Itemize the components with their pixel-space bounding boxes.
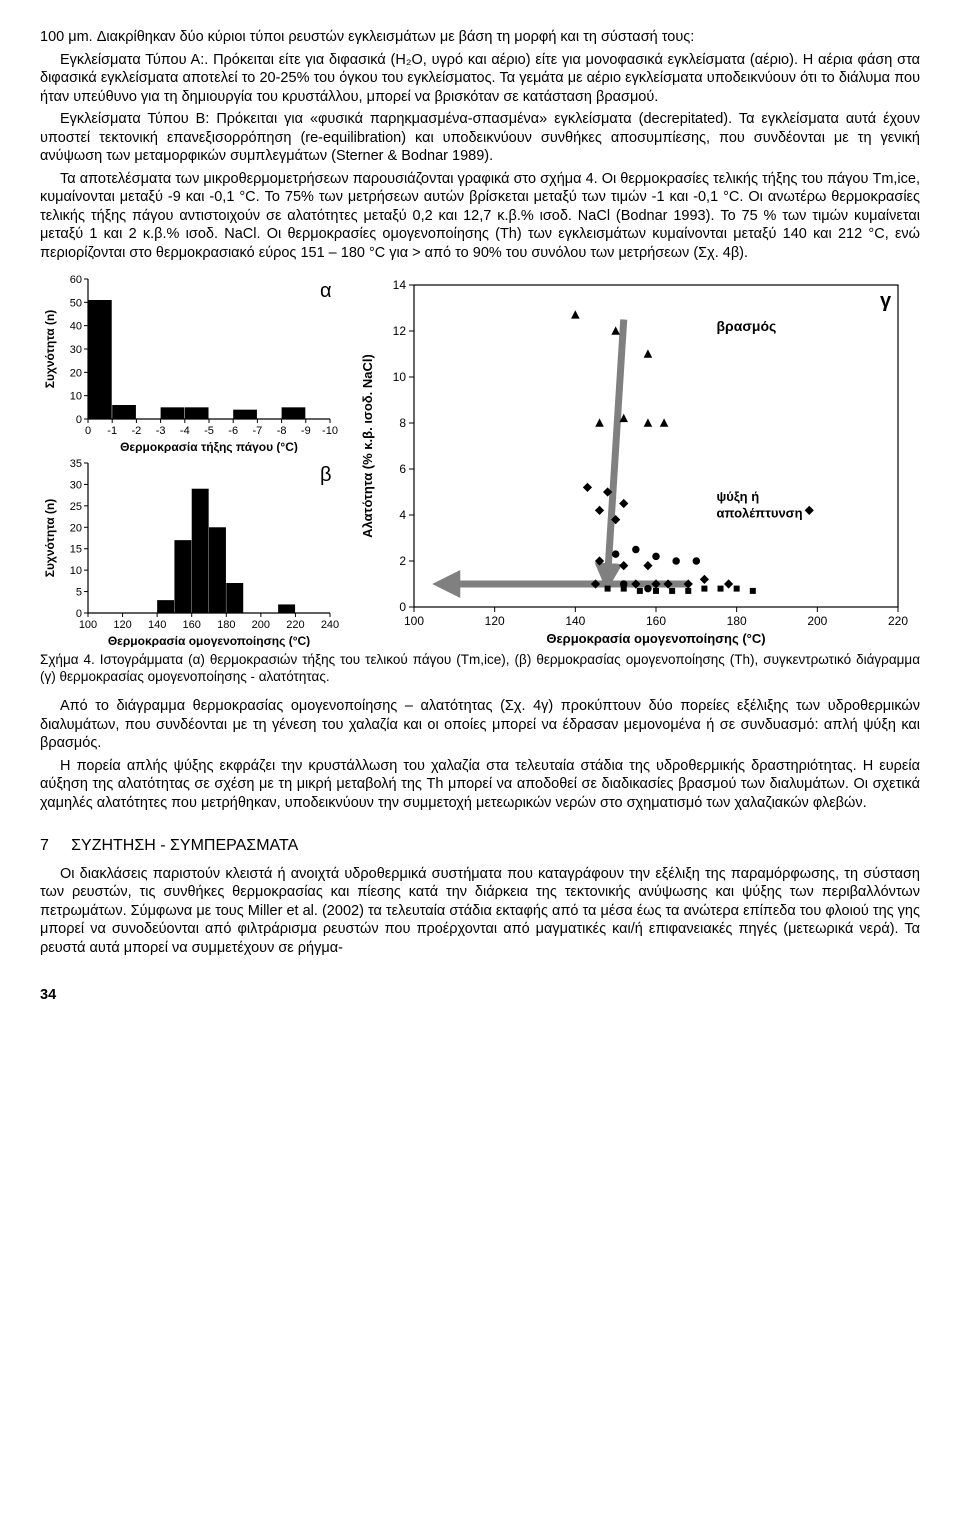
svg-text:Συχνότητα (n): Συχνότητα (n) (43, 498, 57, 577)
svg-text:100: 100 (404, 614, 424, 628)
svg-text:-6: -6 (228, 425, 238, 437)
svg-text:Συχνότητα (n): Συχνότητα (n) (43, 309, 57, 388)
svg-text:-9: -9 (301, 425, 311, 437)
page-number: 34 (40, 986, 920, 1005)
svg-text:20: 20 (70, 367, 82, 379)
svg-text:40: 40 (70, 320, 82, 332)
svg-text:140: 140 (565, 614, 585, 628)
svg-text:140: 140 (148, 619, 166, 631)
svg-text:50: 50 (70, 297, 82, 309)
body-paragraph: Η πορεία απλής ψύξης εκφράζει την κρυστά… (40, 757, 920, 813)
svg-text:30: 30 (70, 344, 82, 356)
svg-text:2: 2 (399, 554, 406, 568)
svg-text:Θερμοκρασία ομογενοποίησης (°C: Θερμοκρασία ομογενοποίησης (°C) (108, 634, 310, 647)
svg-text:10: 10 (70, 390, 82, 402)
svg-text:100: 100 (79, 619, 97, 631)
svg-text:20: 20 (70, 522, 82, 534)
svg-text:-3: -3 (156, 425, 166, 437)
body-paragraph: Οι διακλάσεις παριστούν κλειστά ή ανοιχτ… (40, 865, 920, 958)
body-paragraph: 100 μm. Διακρίθηκαν δύο κύριοι τύποι ρευ… (40, 28, 920, 47)
figure-caption: Σχήμα 4. Ιστογράμματα (α) θερμοκρασιών τ… (40, 651, 920, 686)
svg-text:Θερμοκρασία ομογενοποίησης (°C: Θερμοκρασία ομογενοποίησης (°C) (546, 631, 765, 646)
svg-text:25: 25 (70, 500, 82, 512)
panel-alpha: 0 10 20 30 40 50 60 0 -1 -2 -3 -4 -5 -6 -7 -8 -9 -10 Θερμο… (40, 273, 340, 453)
svg-text:160: 160 (646, 614, 666, 628)
svg-text:30: 30 (70, 479, 82, 491)
svg-text:15: 15 (70, 543, 82, 555)
section-heading: 7 ΣΥΖΗΤΗΣΗ - ΣΥΜΠΕΡΑΣΜΑΤΑ (40, 836, 920, 856)
svg-text:160: 160 (183, 619, 201, 631)
svg-text:220: 220 (286, 619, 304, 631)
svg-text:200: 200 (252, 619, 270, 631)
svg-text:β: β (320, 464, 332, 486)
svg-text:0: 0 (76, 414, 82, 426)
body-paragraph: Εγκλείσματα Τύπου Β: Πρόκειται για «φυσι… (40, 110, 920, 166)
svg-text:-8: -8 (277, 425, 287, 437)
svg-text:120: 120 (113, 619, 131, 631)
svg-text:200: 200 (807, 614, 827, 628)
svg-text:ψύξη ή: ψύξη ή (717, 489, 760, 504)
figure-4: 01020304050600-1-2-3-4-5-6-7-8-9-10Θερμο… (40, 273, 920, 647)
svg-text:βρασμός: βρασμός (717, 318, 777, 334)
svg-text:120: 120 (485, 614, 505, 628)
panel-beta: 05101520253035100120140160180200220240Θε… (40, 457, 340, 647)
svg-text:γ: γ (880, 290, 892, 312)
svg-text:10: 10 (393, 370, 407, 384)
svg-text:0: 0 (399, 600, 406, 614)
svg-text:Αλατότητα (% κ.β. ισοδ. NaCl): Αλατότητα (% κ.β. ισοδ. NaCl) (360, 354, 375, 538)
svg-text:180: 180 (217, 619, 235, 631)
svg-text:10: 10 (70, 565, 82, 577)
svg-text:-10: -10 (322, 425, 338, 437)
svg-text:35: 35 (70, 458, 82, 470)
body-paragraph: Από το διάγραμμα θερμοκρασίας ομογενοποί… (40, 697, 920, 753)
body-paragraph: Εγκλείσματα Τύπου Α:. Πρόκειται είτε για… (40, 51, 920, 107)
svg-text:0: 0 (85, 425, 91, 437)
svg-text:8: 8 (399, 416, 406, 430)
svg-text:-4: -4 (180, 425, 190, 437)
svg-text:60: 60 (70, 274, 82, 286)
svg-text:220: 220 (888, 614, 908, 628)
svg-text:180: 180 (727, 614, 747, 628)
svg-text:6: 6 (399, 462, 406, 476)
panel-gamma: 100 120 140 160 180 200 220 0 2 4 6 8 10 12 14 βρασμός ψ… (352, 273, 912, 647)
svg-text:-7: -7 (253, 425, 263, 437)
svg-text:5: 5 (76, 586, 82, 598)
svg-text:4: 4 (399, 508, 406, 522)
svg-text:12: 12 (393, 324, 407, 338)
svg-text:απολέπτυνση: απολέπτυνση (717, 505, 803, 520)
svg-text:14: 14 (393, 278, 407, 292)
svg-text:-2: -2 (132, 425, 142, 437)
svg-text:-5: -5 (204, 425, 214, 437)
svg-text:α: α (320, 280, 332, 302)
section-number: 7 (40, 837, 49, 854)
svg-text:Θερμοκρασία τήξης πάγου (°C): Θερμοκρασία τήξης πάγου (°C) (120, 440, 298, 453)
svg-text:240: 240 (321, 619, 339, 631)
body-paragraph: Τα αποτελέσματα των μικροθερμομετρήσεων … (40, 170, 920, 263)
section-title: ΣΥΖΗΤΗΣΗ - ΣΥΜΠΕΡΑΣΜΑΤΑ (71, 837, 298, 854)
svg-text:-1: -1 (107, 425, 117, 437)
